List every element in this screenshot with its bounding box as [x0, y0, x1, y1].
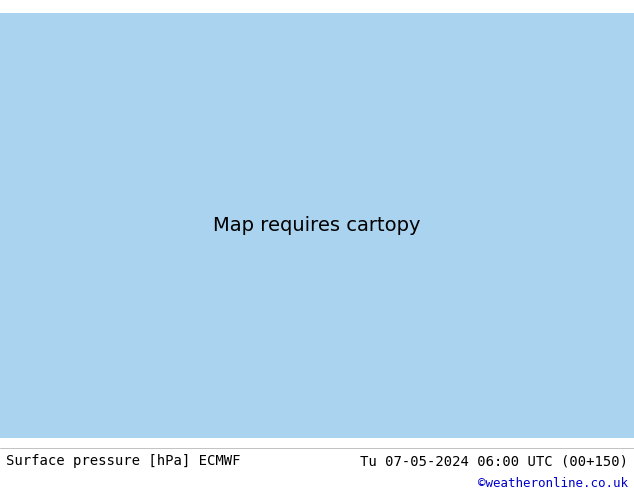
- Text: Map requires cartopy: Map requires cartopy: [213, 216, 421, 235]
- Text: Surface pressure [hPa] ECMWF: Surface pressure [hPa] ECMWF: [6, 454, 241, 468]
- Text: ©weatheronline.co.uk: ©weatheronline.co.uk: [477, 477, 628, 490]
- Text: Tu 07-05-2024 06:00 UTC (00+150): Tu 07-05-2024 06:00 UTC (00+150): [359, 454, 628, 468]
